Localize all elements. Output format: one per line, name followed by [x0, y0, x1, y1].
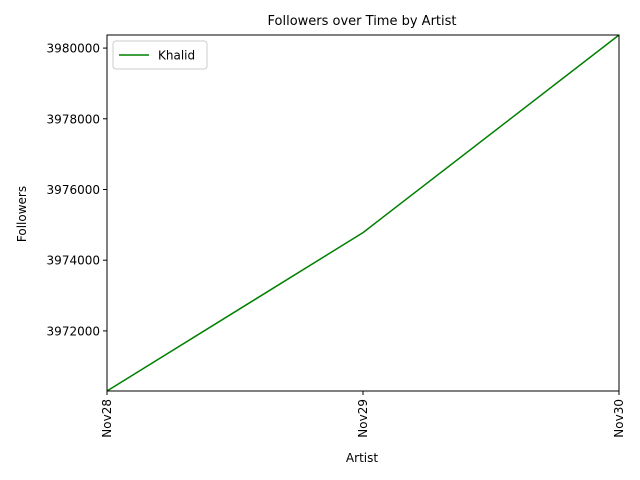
y-tick-label: 3978000: [47, 112, 100, 126]
x-tick-label: Nov28: [100, 399, 114, 438]
x-tick-label: Nov30: [612, 399, 626, 438]
x-tick-label: Nov29: [356, 399, 370, 438]
plot-area: 3972000 3974000 3976000 3978000 3980000 Nov28…: [47, 34, 626, 438]
legend-label-khalid: Khalid: [158, 49, 195, 63]
series-line-khalid: [106, 34, 620, 392]
y-tick-label: 3976000: [47, 183, 100, 197]
y-tick-label: 3980000: [47, 42, 100, 56]
legend-box: [112, 40, 208, 70]
chart-title: Followers over Time by Artist: [268, 14, 457, 29]
y-tick-label: 3974000: [47, 254, 100, 268]
x-axis-label: Artist: [346, 451, 378, 465]
legend: Khalid: [112, 40, 208, 70]
y-tick-label: 3972000: [47, 324, 100, 338]
y-axis-label: Followers: [15, 186, 29, 242]
